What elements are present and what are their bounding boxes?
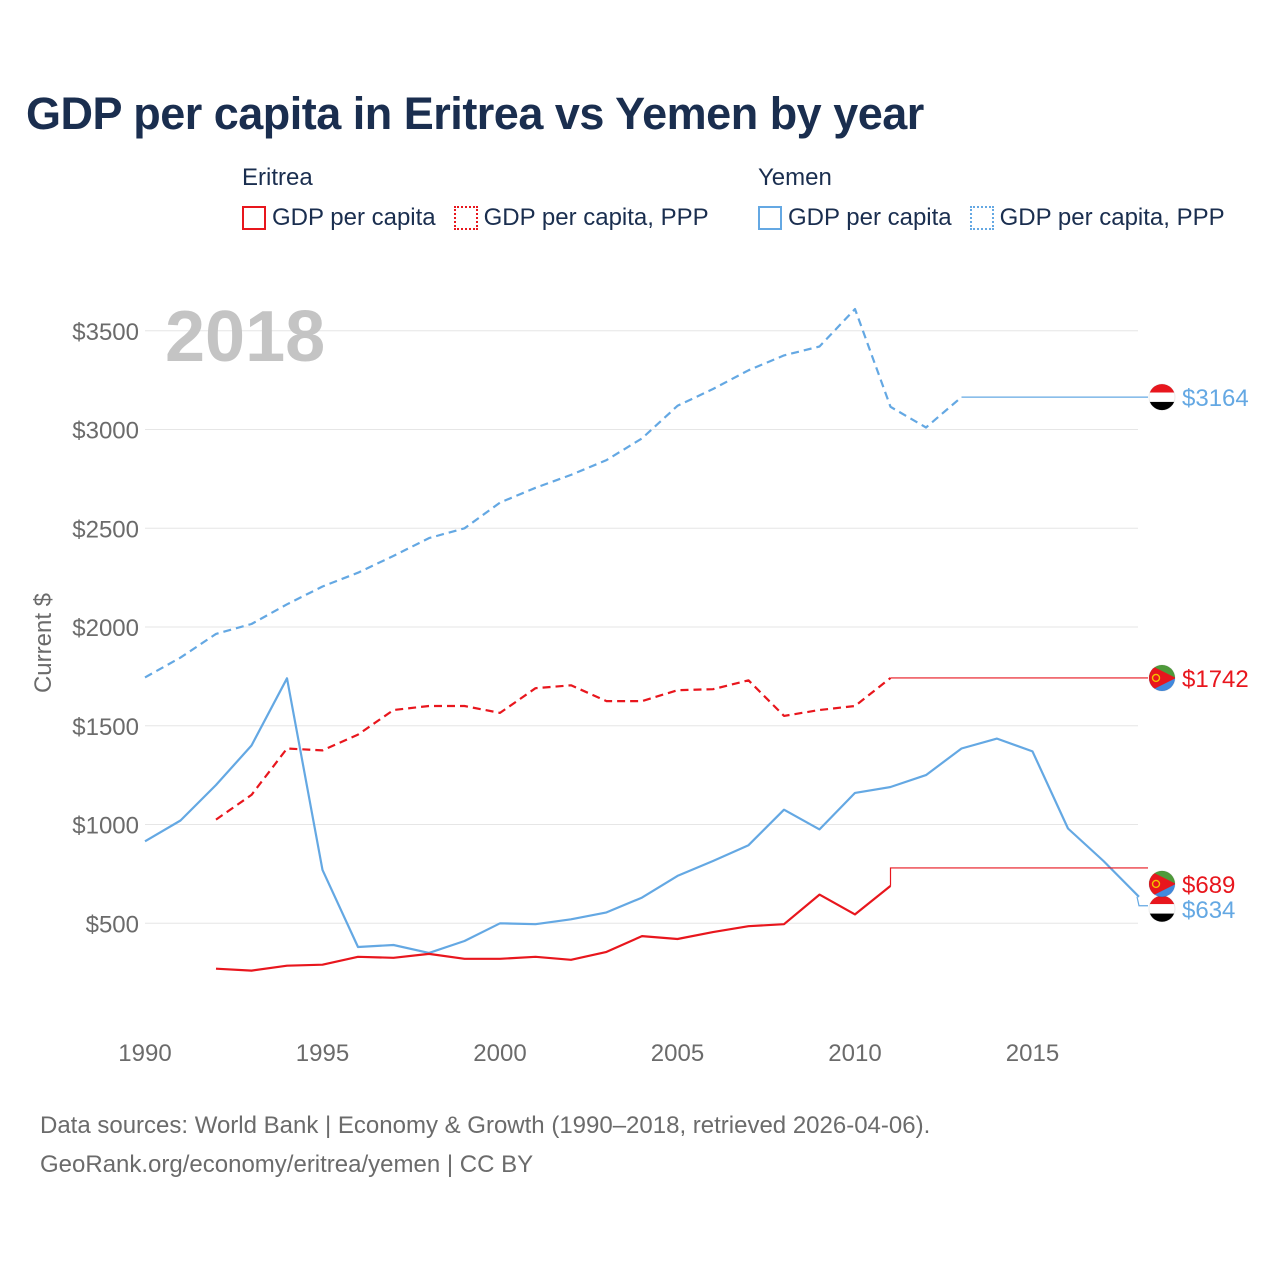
- legend-eritrea-ppp[interactable]: GDP per capita, PPP: [453, 204, 709, 232]
- y-tick-3500: $3500: [72, 319, 139, 346]
- legend-yemen-gdp-swatch: [758, 206, 782, 230]
- flag-band-white: [1149, 904, 1175, 914]
- x-axis: 1990 1995 2000 2005 2010 2015: [118, 1040, 1059, 1067]
- x-tick-1990: 1990: [118, 1040, 171, 1067]
- y-tick-500: $500: [86, 911, 139, 938]
- flag-emblem: [1151, 673, 1161, 683]
- end-label-yemen-gdp-per-capita: $634: [1182, 897, 1235, 924]
- legend-yemen-title: Yemen: [758, 164, 832, 191]
- flag-outline: [1148, 664, 1176, 692]
- flag-eritrea-icon: [1149, 870, 1175, 897]
- line-eritrea-gdp-per-capita-ppp: [215, 677, 892, 821]
- y-tick-2000: $2000: [72, 615, 139, 642]
- flag-band-black: [1149, 401, 1175, 411]
- legend-eritrea-gdp[interactable]: GDP per capita: [242, 204, 436, 232]
- end-labels: $3164 $1742 $634$689: [1182, 385, 1249, 924]
- legend-eritrea-gdp-swatch: [242, 206, 266, 230]
- flag-band-red: [1149, 384, 1175, 393]
- legend-yemen-ppp-label: GDP per capita, PPP: [999, 204, 1225, 231]
- flag-yemen-icon: [1149, 384, 1175, 411]
- connector-eritrea-gdp-per-capita: [889, 867, 1148, 886]
- x-tick-2005: 2005: [651, 1040, 704, 1067]
- line-yemen-gdp-per-capita: [144, 677, 1140, 955]
- flag-outline: [1148, 383, 1176, 411]
- flag-band-red: [1149, 895, 1175, 905]
- end-label-yemen-gdp-per-capita-ppp: $3164: [1182, 385, 1249, 412]
- legend-yemen-gdp-label: GDP per capita: [788, 204, 952, 231]
- x-tick-2010: 2010: [828, 1040, 881, 1067]
- flag-outline: [1148, 870, 1176, 898]
- footer-attribution[interactable]: GeoRank.org/economy/eritrea/yemen | CC B…: [40, 1151, 534, 1178]
- chart-title: GDP per capita in Eritrea vs Yemen by ye…: [26, 88, 924, 139]
- legend-eritrea: Eritrea GDP per capita GDP per capita, P…: [242, 162, 709, 232]
- line-chart: 2018 Current $ $500$1000$1500$2000$2500$…: [30, 297, 1249, 1067]
- x-tick-2015: 2015: [1006, 1040, 1059, 1067]
- x-tick-2000: 2000: [473, 1040, 526, 1067]
- legend-yemen-ppp-swatch: [969, 206, 994, 230]
- legend-yemen: Yemen GDP per capita GDP per capita, PPP: [758, 162, 1225, 232]
- flags: [1148, 383, 1176, 923]
- y-tick-1500: $1500: [72, 714, 139, 741]
- y-axis: $500 $1000 $1500 $2000 $2500 $3000 $3500: [72, 319, 139, 939]
- flag-band-white: [1149, 392, 1175, 402]
- line-yemen-gdp-per-capita-ppp: [144, 307, 963, 679]
- x-tick-1995: 1995: [296, 1040, 349, 1067]
- flag-band-black: [1149, 913, 1175, 922]
- year-watermark: 2018: [165, 297, 325, 377]
- flag-eritrea-icon: [1149, 664, 1175, 691]
- line-eritrea-gdp-per-capita: [215, 885, 892, 972]
- flag-yemen-icon: [1149, 895, 1175, 922]
- legend-eritrea-ppp-swatch: [453, 206, 478, 230]
- y-axis-title: Current $: [30, 593, 57, 693]
- legend-yemen-ppp[interactable]: GDP per capita, PPP: [969, 204, 1225, 232]
- legend-eritrea-gdp-label: GDP per capita: [272, 204, 436, 231]
- y-tick-2500: $2500: [72, 516, 139, 543]
- grid: [145, 330, 1138, 924]
- flag-triangle: [1149, 664, 1175, 691]
- end-label-eritrea-gdp-per-capita-ppp: $1742: [1182, 666, 1249, 693]
- flag-emblem: [1151, 879, 1161, 889]
- legend-eritrea-ppp-label: GDP per capita, PPP: [483, 204, 709, 231]
- footer-sources: Data sources: World Bank | Economy & Gro…: [40, 1112, 931, 1139]
- end-connectors: [889, 396, 1148, 907]
- end-label-eritrea-gdp-per-capita: $689: [1182, 872, 1235, 899]
- y-tick-1000: $1000: [72, 813, 139, 840]
- footer: Data sources: World Bank | Economy & Gro…: [40, 1106, 930, 1184]
- legend-eritrea-title: Eritrea: [242, 164, 313, 191]
- flag-triangle: [1149, 870, 1175, 897]
- y-tick-3000: $3000: [72, 418, 139, 445]
- connector-yemen-gdp-per-capita: [1136, 896, 1148, 907]
- legend-yemen-gdp[interactable]: GDP per capita: [758, 204, 952, 232]
- series-group: [144, 307, 1140, 972]
